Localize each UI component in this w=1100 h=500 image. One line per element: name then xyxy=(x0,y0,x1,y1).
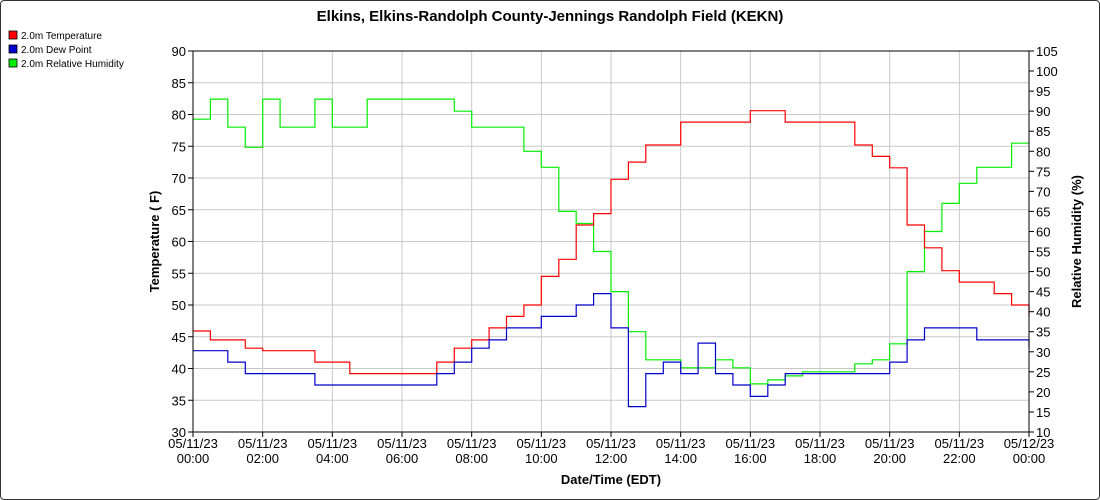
y2-axis-title: Relative Humidity (%) xyxy=(1069,175,1084,308)
x-tick-time-label: 16:00 xyxy=(734,451,767,466)
y2-tick-label: 40 xyxy=(1036,305,1050,320)
y2-tick-label: 105 xyxy=(1036,44,1058,59)
y-tick-label: 45 xyxy=(172,330,186,345)
x-axis-title: Date/Time (EDT) xyxy=(561,472,661,487)
y2-tick-label: 75 xyxy=(1036,164,1050,179)
legend-label: 2.0m Dew Point xyxy=(21,45,92,56)
x-tick-date-label: 05/11/23 xyxy=(935,436,985,451)
x-tick-time-label: 14:00 xyxy=(664,451,697,466)
y-tick-label: 80 xyxy=(172,108,186,123)
y-tick-label: 60 xyxy=(172,235,186,250)
y2-tick-label: 60 xyxy=(1036,224,1050,239)
y2-tick-label: 25 xyxy=(1036,365,1050,380)
x-axis: 05/11/2300:0005/11/2302:0005/11/2304:000… xyxy=(168,432,1054,466)
y-tick-label: 65 xyxy=(172,203,186,218)
x-tick-date-label: 05/11/23 xyxy=(447,436,497,451)
left-axis: 30 35 40 45 50 55 60 65 70 75 80 85 90 xyxy=(172,44,193,440)
y2-tick-label: 55 xyxy=(1036,245,1050,260)
x-tick-time-label: 00:00 xyxy=(177,451,210,466)
y-tick-label: 75 xyxy=(172,139,186,154)
y2-tick-label: 45 xyxy=(1036,285,1050,300)
series-line-2-0m-temperature xyxy=(193,110,1030,375)
y2-tick-label: 70 xyxy=(1036,184,1050,199)
x-tick-date-label: 05/11/23 xyxy=(168,436,218,451)
legend-swatch xyxy=(8,30,18,40)
x-tick-date-label: 05/11/23 xyxy=(377,436,427,451)
y2-tick-label: 30 xyxy=(1036,345,1050,360)
x-tick-date-label: 05/11/23 xyxy=(238,436,288,451)
y-tick-label: 50 xyxy=(172,298,186,313)
chart-title: Elkins, Elkins-Randolph County-Jennings … xyxy=(317,8,784,25)
y2-tick-label: 10 xyxy=(1036,425,1050,440)
x-tick-time-label: 10:00 xyxy=(525,451,558,466)
y2-tick-label: 80 xyxy=(1036,144,1050,159)
y2-tick-label: 65 xyxy=(1036,204,1050,219)
y2-tick-label: 50 xyxy=(1036,265,1050,280)
y-tick-label: 40 xyxy=(172,362,186,377)
x-tick-date-label: 05/11/23 xyxy=(656,436,706,451)
x-tick-date-label: 05/11/23 xyxy=(586,436,636,451)
x-tick-time-label: 20:00 xyxy=(873,451,906,466)
y2-tick-label: 85 xyxy=(1036,124,1050,139)
y-tick-label: 85 xyxy=(172,76,186,91)
y2-tick-label: 20 xyxy=(1036,385,1050,400)
x-tick-time-label: 12:00 xyxy=(595,451,628,466)
y-tick-label: 30 xyxy=(172,425,186,440)
grid-lines xyxy=(192,50,1030,433)
y-tick-label: 55 xyxy=(172,266,186,281)
series-line-2-0m-relative-humidity xyxy=(193,98,1029,385)
x-tick-date-label: 05/12/23 xyxy=(1004,436,1055,451)
y2-tick-label: 15 xyxy=(1036,405,1050,420)
legend-swatch xyxy=(8,58,18,68)
y-axis-title: Temperature ( F) xyxy=(147,191,162,293)
legend-label: 2.0m Relative Humidity xyxy=(21,59,124,70)
x-tick-time-label: 00:00 xyxy=(1013,451,1046,466)
x-tick-time-label: 08:00 xyxy=(455,451,488,466)
x-tick-time-label: 02:00 xyxy=(246,451,279,466)
right-axis: 10 15 20 25 30 35 40 45 50 55 60 65 70 75 80 85 90 95 100 1… xyxy=(1029,44,1058,440)
x-tick-time-label: 04:00 xyxy=(316,451,349,466)
x-tick-date-label: 05/11/23 xyxy=(865,436,915,451)
x-tick-date-label: 05/11/23 xyxy=(517,436,567,451)
x-tick-date-label: 05/11/23 xyxy=(308,436,358,451)
legend: 2.0m Temperature 2.0m Dew Point 2.0m Relat… xyxy=(8,30,124,70)
series-line-2-0m-dew-point xyxy=(193,293,1030,408)
y2-tick-label: 95 xyxy=(1036,84,1050,99)
legend-swatch xyxy=(8,44,18,54)
y2-tick-label: 90 xyxy=(1036,104,1050,119)
y-tick-label: 35 xyxy=(172,393,186,408)
y-tick-label: 90 xyxy=(172,44,186,59)
y2-tick-label: 100 xyxy=(1036,64,1058,79)
x-tick-date-label: 05/11/23 xyxy=(726,436,776,451)
x-tick-date-label: 05/11/23 xyxy=(795,436,845,451)
x-tick-time-label: 18:00 xyxy=(804,451,837,466)
y2-tick-label: 35 xyxy=(1036,325,1050,340)
series-layer xyxy=(193,98,1030,408)
x-tick-time-label: 22:00 xyxy=(943,451,976,466)
x-tick-time-label: 06:00 xyxy=(386,451,419,466)
y-tick-label: 70 xyxy=(172,171,186,186)
legend-label: 2.0m Temperature xyxy=(21,31,102,42)
